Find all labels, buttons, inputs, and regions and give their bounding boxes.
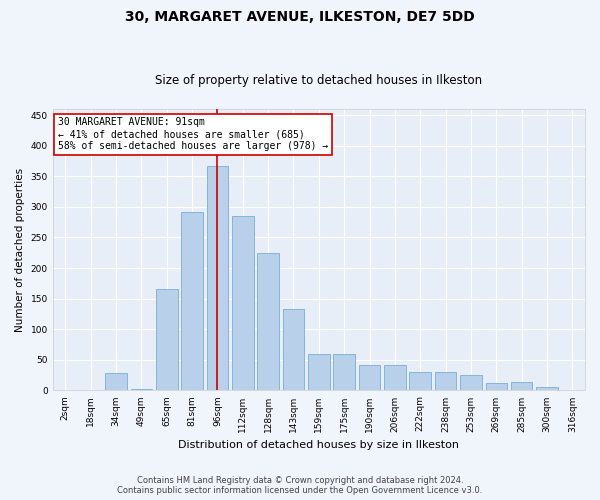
Bar xyxy=(105,372,127,390)
Bar xyxy=(257,253,279,390)
Bar xyxy=(131,389,152,390)
Bar xyxy=(384,364,406,390)
Bar xyxy=(485,383,507,390)
Bar xyxy=(334,354,355,391)
Title: Size of property relative to detached houses in Ilkeston: Size of property relative to detached ho… xyxy=(155,74,482,87)
Text: 30 MARGARET AVENUE: 91sqm
← 41% of detached houses are smaller (685)
58% of semi: 30 MARGARET AVENUE: 91sqm ← 41% of detac… xyxy=(58,118,328,150)
Bar xyxy=(536,388,558,390)
Text: Contains HM Land Registry data © Crown copyright and database right 2024.
Contai: Contains HM Land Registry data © Crown c… xyxy=(118,476,482,495)
Bar xyxy=(409,372,431,390)
Y-axis label: Number of detached properties: Number of detached properties xyxy=(15,168,25,332)
Bar xyxy=(435,372,457,390)
Bar xyxy=(460,375,482,390)
Bar xyxy=(156,290,178,390)
Bar xyxy=(359,364,380,390)
Bar xyxy=(283,309,304,390)
Bar xyxy=(232,216,254,390)
Text: 30, MARGARET AVENUE, ILKESTON, DE7 5DD: 30, MARGARET AVENUE, ILKESTON, DE7 5DD xyxy=(125,10,475,24)
Bar xyxy=(206,166,228,390)
Bar xyxy=(181,212,203,390)
X-axis label: Distribution of detached houses by size in Ilkeston: Distribution of detached houses by size … xyxy=(178,440,460,450)
Bar xyxy=(511,382,532,390)
Bar xyxy=(308,354,329,391)
